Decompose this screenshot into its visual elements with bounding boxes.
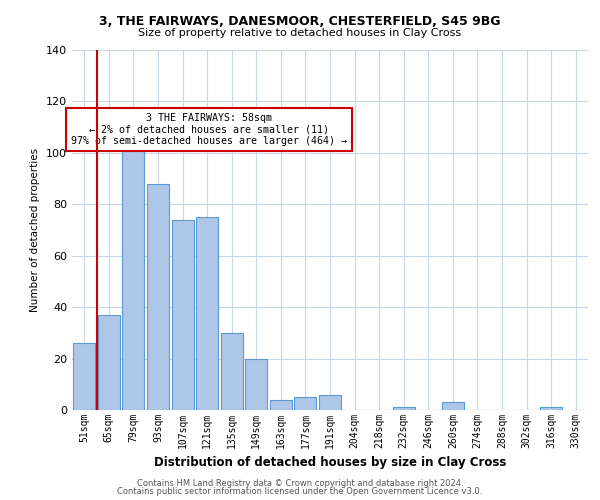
Y-axis label: Number of detached properties: Number of detached properties [31,148,40,312]
Bar [540,408,562,410]
Text: Contains public sector information licensed under the Open Government Licence v3: Contains public sector information licen… [118,487,482,496]
Text: Size of property relative to detached houses in Clay Cross: Size of property relative to detached ho… [139,28,461,38]
Bar [73,343,95,410]
Bar [442,402,464,410]
Text: Contains HM Land Registry data © Crown copyright and database right 2024.: Contains HM Land Registry data © Crown c… [137,478,463,488]
Bar [270,400,292,410]
X-axis label: Distribution of detached houses by size in Clay Cross: Distribution of detached houses by size … [154,456,506,469]
Bar [172,220,194,410]
Bar [98,315,120,410]
Bar [221,333,243,410]
Bar [319,394,341,410]
Bar [245,358,268,410]
Bar [147,184,169,410]
Bar [122,106,145,410]
Bar [196,217,218,410]
Bar [295,397,316,410]
Bar [392,408,415,410]
Text: 3, THE FAIRWAYS, DANESMOOR, CHESTERFIELD, S45 9BG: 3, THE FAIRWAYS, DANESMOOR, CHESTERFIELD… [99,15,501,28]
Text: 3 THE FAIRWAYS: 58sqm
← 2% of detached houses are smaller (11)
97% of semi-detac: 3 THE FAIRWAYS: 58sqm ← 2% of detached h… [71,112,347,146]
